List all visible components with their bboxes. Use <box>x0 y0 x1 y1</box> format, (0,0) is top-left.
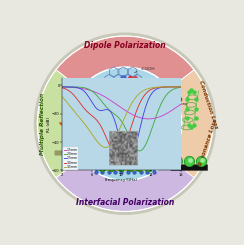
1.5mm <box>179 103 182 106</box>
2.0mm <box>131 142 134 145</box>
2.5mm <box>61 86 64 88</box>
3.5mm <box>61 96 64 99</box>
3.0mm <box>61 86 64 89</box>
1.5mm <box>147 117 150 120</box>
X-axis label: Frequency(GHz): Frequency(GHz) <box>105 178 138 182</box>
2.0mm <box>179 86 182 89</box>
2.5mm <box>179 86 182 88</box>
3.0mm <box>116 154 119 157</box>
3.5mm <box>161 86 164 88</box>
2.5mm <box>127 159 130 162</box>
Text: Dipole Polarization: Dipole Polarization <box>84 41 166 50</box>
2.0mm <box>61 86 64 88</box>
3.5mm <box>132 100 134 103</box>
Text: Resonance Loss: Resonance Loss <box>199 119 218 167</box>
2.5mm <box>131 154 134 157</box>
FancyBboxPatch shape <box>62 101 80 116</box>
Line: 2.5mm: 2.5mm <box>62 87 181 160</box>
Text: -C-OH: -C-OH <box>142 82 155 86</box>
Text: Conduction Loss: Conduction Loss <box>198 80 219 130</box>
Text: -COOH: -COOH <box>141 67 156 71</box>
FancyBboxPatch shape <box>55 150 90 155</box>
3.0mm <box>61 86 64 89</box>
3.5mm <box>168 86 171 88</box>
3.0mm <box>161 86 164 88</box>
1.5mm <box>131 113 134 116</box>
Text: Electrons: Electrons <box>170 102 188 106</box>
3.5mm <box>61 95 64 98</box>
2.0mm <box>161 100 164 103</box>
1.5mm <box>61 86 64 88</box>
2.0mm <box>133 145 136 148</box>
2.0mm <box>168 90 171 93</box>
3.5mm <box>104 146 107 149</box>
2.0mm <box>61 86 64 88</box>
Circle shape <box>69 67 182 180</box>
Line: 2.0mm: 2.0mm <box>62 87 181 151</box>
3.0mm <box>132 119 134 122</box>
Wedge shape <box>160 70 213 193</box>
2.5mm <box>132 153 134 156</box>
Text: Multiple Reflection: Multiple Reflection <box>40 93 45 155</box>
3.5mm <box>179 86 182 88</box>
2.5mm <box>61 86 64 88</box>
3.0mm <box>179 86 182 88</box>
1.5mm <box>133 114 136 117</box>
2.5mm <box>161 86 164 89</box>
3.0mm <box>131 121 134 123</box>
Wedge shape <box>56 36 194 89</box>
Wedge shape <box>56 159 194 211</box>
3.0mm <box>133 113 136 116</box>
2.0mm <box>138 149 141 152</box>
1.5mm <box>61 86 64 88</box>
Circle shape <box>34 33 216 214</box>
Legend: 1.5mm, 2.0mm, 2.5mm, 3.0mm, 3.5mm: 1.5mm, 2.0mm, 2.5mm, 3.0mm, 3.5mm <box>63 147 78 170</box>
Y-axis label: RL (dB): RL (dB) <box>47 117 51 132</box>
Line: 3.5mm: 3.5mm <box>62 87 181 147</box>
3.5mm <box>131 100 134 103</box>
Line: 1.5mm: 1.5mm <box>62 87 181 119</box>
Wedge shape <box>37 70 81 178</box>
1.5mm <box>168 110 171 113</box>
FancyBboxPatch shape <box>171 165 208 171</box>
3.0mm <box>168 86 171 88</box>
2.0mm <box>131 141 134 144</box>
2.5mm <box>133 147 136 150</box>
3.5mm <box>133 97 136 100</box>
2.5mm <box>168 86 171 88</box>
1.5mm <box>161 114 164 117</box>
Line: 3.0mm: 3.0mm <box>62 87 181 155</box>
Text: Interfacial Polarization: Interfacial Polarization <box>76 197 174 207</box>
1.5mm <box>131 113 134 116</box>
